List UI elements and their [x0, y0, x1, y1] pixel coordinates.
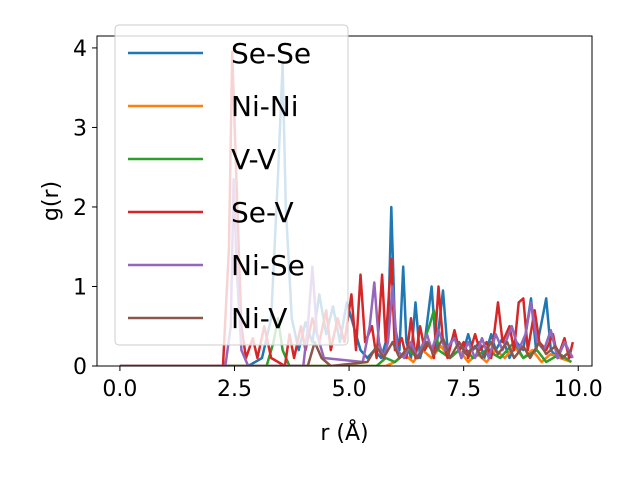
y-tick-label: 0	[73, 355, 87, 380]
legend-label: Se-V	[231, 196, 294, 229]
legend-label: Ni-Ni	[231, 90, 299, 123]
legend-label: Ni-V	[231, 302, 287, 335]
x-tick-label: 10.0	[554, 377, 603, 402]
x-axis: 0.0 2.5 5.0 7.5 10.0	[102, 366, 603, 402]
y-tick-label: 1	[73, 275, 87, 300]
y-tick-label: 4	[73, 37, 87, 62]
y-tick-label: 3	[73, 116, 87, 141]
legend-label: V-V	[231, 143, 276, 176]
y-axis: 0 1 2 3 4	[73, 37, 97, 380]
series-line-v-v	[119, 309, 573, 366]
x-tick-label: 7.5	[446, 377, 481, 402]
y-axis-label: g(r)	[39, 181, 64, 221]
series-line-se-v	[119, 50, 575, 366]
legend: Se-Se Ni-Ni V-V Se-V Ni-Se Ni-V	[114, 24, 349, 346]
legend-label: Se-Se	[231, 37, 311, 70]
x-tick-label: 2.5	[217, 377, 252, 402]
series-line-ni-v	[119, 336, 573, 366]
x-tick-label: 0.0	[102, 377, 137, 402]
y-tick-label: 2	[73, 196, 87, 221]
legend-frame	[114, 24, 349, 346]
x-axis-label: r (Å)	[320, 419, 368, 446]
x-tick-label: 5.0	[332, 377, 367, 402]
legend-label: Ni-Se	[231, 249, 305, 282]
